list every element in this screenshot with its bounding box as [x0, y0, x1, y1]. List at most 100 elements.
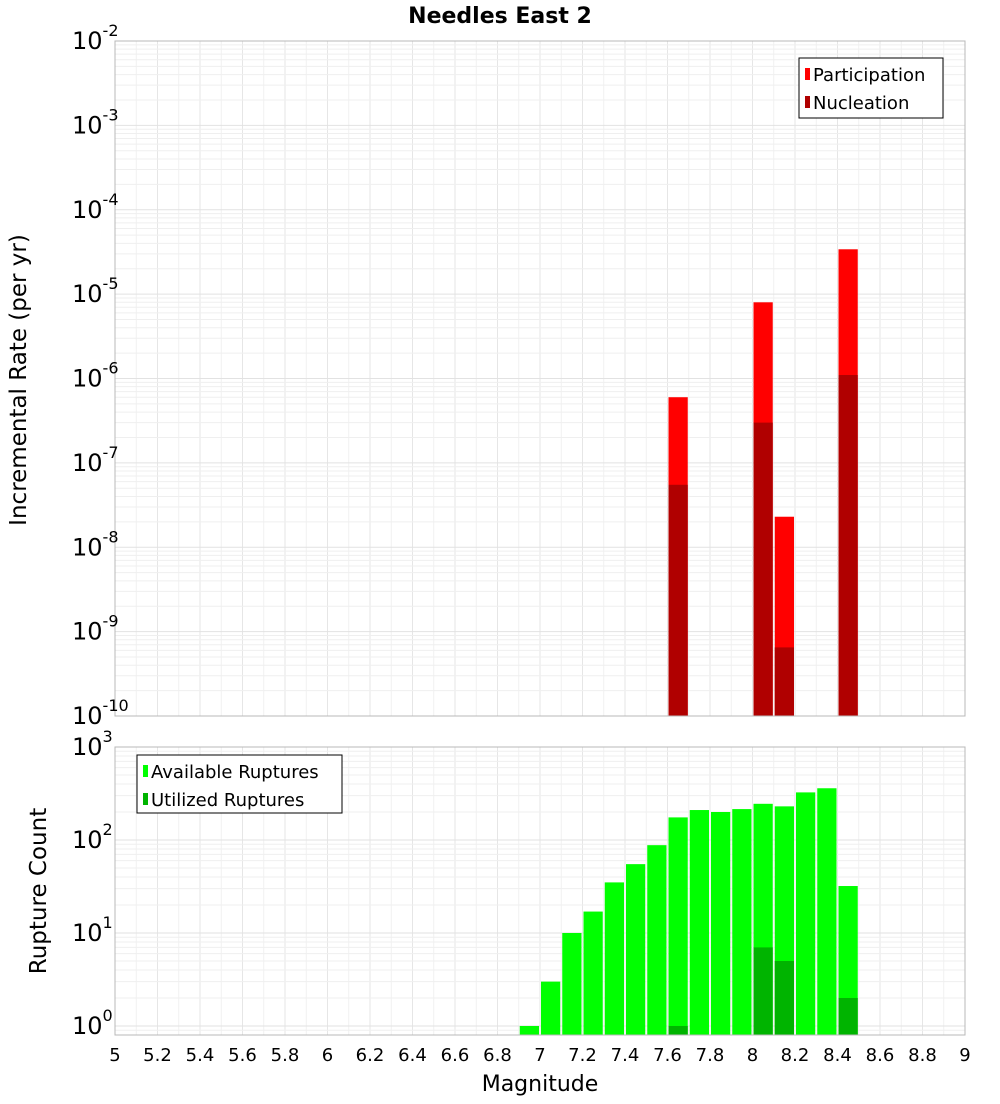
bar — [838, 886, 858, 1035]
x-axis-label: Magnitude — [482, 1072, 599, 1097]
x-tick-label: 8.8 — [908, 1045, 937, 1066]
y-tick-label: 10-2 — [72, 21, 119, 55]
legend-label: Utilized Ruptures — [151, 790, 304, 811]
y-tick-label: 103 — [72, 727, 113, 761]
y-tick-exponent: 2 — [103, 820, 113, 839]
bar — [668, 817, 688, 1035]
x-tick-label: 5.4 — [186, 1045, 215, 1066]
y-tick-base: 10 — [72, 733, 103, 761]
y-tick-exponent: -9 — [103, 612, 119, 631]
legend-swatch — [805, 96, 810, 108]
y-tick-label: 102 — [72, 820, 113, 854]
chart-title: Needles East 2 — [408, 4, 592, 29]
y-tick-base: 10 — [72, 826, 103, 854]
x-tick-label: 8.4 — [823, 1045, 852, 1066]
legend-label: Available Ruptures — [151, 762, 319, 783]
y-tick-base: 10 — [72, 618, 103, 646]
y-tick-base: 10 — [72, 533, 103, 561]
y-tick-label: 10-7 — [72, 443, 119, 477]
bar — [647, 845, 667, 1035]
x-tick-label: 8.2 — [781, 1045, 810, 1066]
y-tick-exponent: -8 — [103, 527, 119, 546]
y-tick-exponent: -10 — [103, 696, 129, 715]
y-tick-label: 10-3 — [72, 105, 119, 139]
x-tick-label: 8.6 — [866, 1045, 895, 1066]
bar — [838, 997, 858, 1035]
y-tick-label: 10-8 — [72, 527, 119, 561]
x-tick-label: 7 — [534, 1045, 545, 1066]
y-tick-base: 10 — [72, 111, 103, 139]
bar — [838, 375, 858, 716]
y-tick-base: 10 — [72, 702, 103, 730]
x-tick-label: 7.6 — [653, 1045, 682, 1066]
y-tick-exponent: 0 — [103, 1006, 113, 1025]
y-tick-exponent: -4 — [103, 190, 119, 209]
y-tick-base: 10 — [72, 280, 103, 308]
legend-swatch — [805, 68, 810, 80]
bar — [668, 1025, 688, 1035]
x-tick-label: 9 — [959, 1045, 970, 1066]
bar — [774, 960, 794, 1035]
bar — [604, 882, 624, 1035]
y-tick-base: 10 — [72, 365, 103, 393]
y-tick-base: 10 — [72, 919, 103, 947]
x-tick-label: 5.8 — [271, 1045, 300, 1066]
x-tick-label: 7.2 — [568, 1045, 597, 1066]
y-tick-exponent: -5 — [103, 274, 119, 293]
x-tick-label: 6.2 — [356, 1045, 385, 1066]
series-2-2 — [668, 947, 858, 1035]
y-axis-label: Incremental Rate (per yr) — [6, 234, 32, 526]
y-tick-label: 10-9 — [72, 612, 119, 646]
y-tick-base: 10 — [72, 27, 103, 55]
bar — [562, 932, 582, 1035]
x-tick-label: 7.4 — [611, 1045, 640, 1066]
y-tick-base: 10 — [72, 196, 103, 224]
x-tick-label: 5.6 — [228, 1045, 257, 1066]
legend-1: Participation Nucleation — [798, 57, 944, 119]
legend-swatch — [143, 793, 148, 805]
y-tick-label: 101 — [72, 913, 113, 947]
y-tick-exponent: -2 — [103, 21, 119, 40]
bar — [732, 809, 752, 1035]
x-tick-label: 7.8 — [696, 1045, 725, 1066]
bar — [541, 981, 561, 1035]
legend-label: Nucleation — [813, 93, 909, 114]
bar — [753, 947, 773, 1035]
y-tick-base: 10 — [72, 449, 103, 477]
y-tick-exponent: -7 — [103, 443, 119, 462]
y-tick-base: 10 — [72, 1012, 103, 1040]
legend-box — [798, 57, 944, 119]
y-tick-label: 10-10 — [72, 696, 129, 730]
bar — [796, 792, 816, 1035]
y-tick-label: 10-6 — [72, 359, 119, 393]
y-tick-label: 10-5 — [72, 274, 119, 308]
bar — [817, 788, 837, 1035]
bar — [583, 911, 603, 1035]
y-tick-exponent: -6 — [103, 359, 119, 378]
x-tick-label: 6 — [322, 1045, 333, 1066]
bar — [753, 422, 773, 716]
legend-label: Participation — [813, 65, 925, 86]
y-tick-exponent: 1 — [103, 913, 113, 932]
y-tick-label: 10-4 — [72, 190, 119, 224]
series-1-2 — [668, 375, 858, 716]
x-tick-label: 5 — [109, 1045, 120, 1066]
x-tick-label: 8 — [747, 1045, 758, 1066]
grid-1 — [114, 40, 966, 717]
x-tick-label: 6.4 — [398, 1045, 427, 1066]
y-tick-exponent: -3 — [103, 105, 119, 124]
bar — [689, 810, 709, 1035]
bar — [774, 647, 794, 716]
y-axis-label: Rupture Count — [26, 808, 52, 974]
legend-2: Available Ruptures Utilized Ruptures — [136, 754, 343, 814]
plot-frame — [114, 746, 966, 1036]
bar — [668, 484, 688, 716]
y-tick-label: 100 — [72, 1006, 113, 1040]
bar — [519, 1025, 539, 1035]
legend-swatch — [143, 765, 148, 777]
legend-box — [136, 754, 343, 814]
y-tick-exponent: 3 — [103, 727, 113, 746]
x-tick-label: 6.8 — [483, 1045, 512, 1066]
